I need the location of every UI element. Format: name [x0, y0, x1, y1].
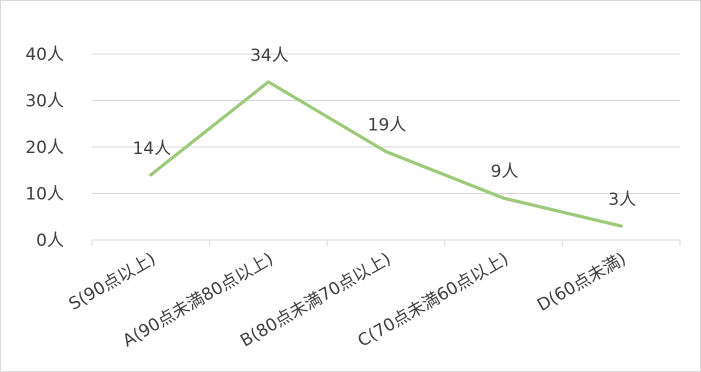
- y-tick-label: 0人: [36, 231, 64, 251]
- series-group: [149, 80, 623, 228]
- y-tick-label: 20人: [25, 138, 64, 158]
- x-category-label: D(60点未満): [534, 249, 630, 316]
- y-tick-label: 30人: [25, 92, 64, 112]
- x-axis: [91, 239, 681, 246]
- data-label: 34人: [250, 46, 289, 66]
- data-label: 14人: [132, 139, 171, 159]
- data-labels: 14人 34人 19人 9人 3人: [132, 46, 636, 210]
- series-line: [149, 80, 623, 228]
- data-label: 9人: [491, 162, 519, 182]
- gridlines: [92, 53, 680, 194]
- y-tick-label: 40人: [25, 45, 64, 65]
- data-label: 19人: [368, 116, 407, 136]
- y-tick-label: 10人: [25, 185, 64, 205]
- x-category-label: S(90点以上): [66, 249, 160, 315]
- data-label: 3人: [608, 190, 636, 210]
- x-axis-category-labels: S(90点以上)A(90点未満80点以上)B(80点未満70点以上)C(70点未…: [66, 249, 630, 352]
- y-axis-tick-labels: 0人 10人 20人 30人 40人: [25, 45, 64, 251]
